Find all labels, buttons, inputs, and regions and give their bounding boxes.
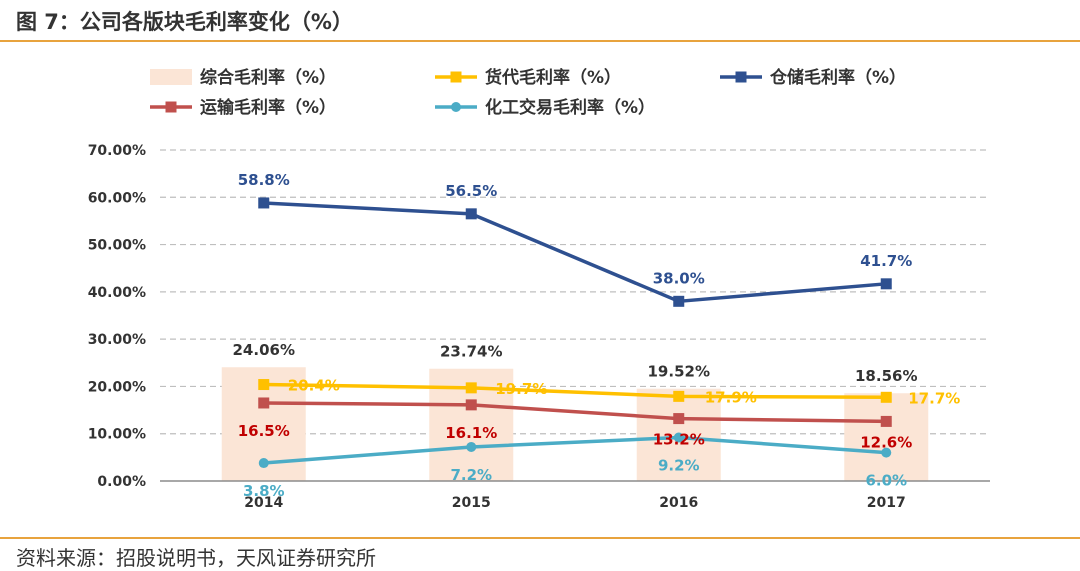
- line-point: [881, 447, 892, 458]
- legend-label: 综合毛利率（%）: [200, 67, 336, 88]
- legend-marker: [165, 101, 177, 113]
- line-data-label: 6.0%: [865, 472, 907, 490]
- line-point: [673, 432, 684, 443]
- line-data-label: 17.7%: [908, 389, 960, 407]
- line-point: [258, 379, 270, 391]
- line-data-label: 7.2%: [450, 466, 492, 484]
- legend-label: 化工交易毛利率（%）: [485, 97, 655, 118]
- line-data-label: 19.7%: [495, 380, 547, 398]
- line-point: [465, 382, 477, 394]
- line-point: [258, 397, 270, 409]
- legend-label: 仓储毛利率（%）: [769, 67, 906, 88]
- y-tick-label: 60.00%: [88, 190, 146, 206]
- source-note: 资料来源：招股说明书，天风证券研究所: [16, 546, 376, 570]
- line-data-label: 38.0%: [653, 269, 705, 287]
- line-data-label: 12.6%: [860, 433, 912, 451]
- x-tick-label: 2016: [659, 495, 698, 511]
- line-point: [465, 208, 477, 220]
- x-tick-label: 2015: [452, 495, 491, 511]
- y-tick-label: 10.00%: [88, 427, 146, 443]
- line-series: [258, 197, 892, 469]
- axes: 0.00% 10.00% 20.00% 30.00% 40.00% 50.00% 60.00…: [88, 143, 990, 511]
- legend-marker: [450, 71, 462, 83]
- title-divider: [0, 40, 1080, 42]
- line-series-path: [263, 382, 887, 400]
- bar: [844, 393, 929, 481]
- line-point: [880, 415, 892, 427]
- line-point: [465, 399, 477, 411]
- line-point: [880, 278, 892, 290]
- bar-data-label: 19.52%: [648, 363, 710, 381]
- y-tick-label: 40.00%: [88, 285, 146, 301]
- data-labels: 24.06% 23.74% 19.52% 18.56% 20.4% 19.7% 17.9% 1…: [233, 171, 961, 500]
- line-data-label: 16.5%: [238, 422, 290, 440]
- line-point: [673, 390, 685, 402]
- line-data-label: 17.9%: [705, 388, 757, 406]
- line-data-label: 13.2%: [653, 431, 705, 449]
- y-tick-label: 50.00%: [88, 238, 146, 254]
- y-tick-label: 30.00%: [88, 332, 146, 348]
- legend-label: 运输毛利率（%）: [200, 97, 336, 118]
- line-point: [466, 441, 477, 452]
- bar-data-label: 18.56%: [855, 367, 917, 385]
- y-tick-label: 0.00%: [97, 474, 146, 490]
- line-series-path: [263, 401, 887, 424]
- line-data-label: 20.4%: [288, 377, 340, 395]
- line-point: [673, 413, 685, 425]
- line-series-path: [263, 201, 887, 304]
- figure-title: 图 7：公司各版块毛利率变化（%）: [16, 10, 353, 34]
- line-point: [880, 391, 892, 403]
- line-data-label: 3.8%: [243, 482, 285, 500]
- line-point: [258, 458, 269, 469]
- line-series-path: [263, 435, 887, 465]
- bar-data-label: 24.06%: [233, 341, 295, 359]
- line-data-label: 56.5%: [445, 182, 497, 200]
- line-data-label: 41.7%: [860, 252, 912, 270]
- line-point: [673, 295, 685, 307]
- legend: 综合毛利率（%） 货代毛利率（%） 仓储毛利率（%） 运输毛利率（%） 化工交易毛利率（…: [150, 67, 906, 118]
- legend-label: 货代毛利率（%）: [485, 67, 621, 88]
- legend-marker: [451, 102, 461, 112]
- bar-data-label: 23.74%: [440, 343, 502, 361]
- line-data-label: 58.8%: [238, 171, 290, 189]
- source-divider: [0, 537, 1080, 539]
- y-tick-label: 20.00%: [88, 379, 146, 395]
- legend-marker: [735, 71, 747, 83]
- legend-swatch: [150, 69, 192, 85]
- y-tick-label: 70.00%: [88, 143, 146, 159]
- line-point: [258, 197, 270, 209]
- line-data-label: 9.2%: [658, 456, 700, 474]
- x-tick-label: 2017: [867, 495, 906, 511]
- x-tick-label: 2014: [244, 495, 283, 511]
- line-data-label: 16.1%: [445, 424, 497, 442]
